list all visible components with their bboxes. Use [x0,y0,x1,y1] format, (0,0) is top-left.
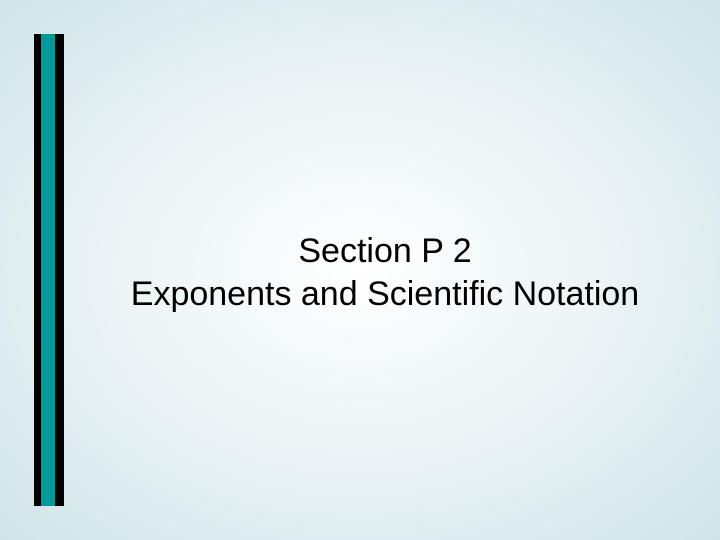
slide: Section P 2 Exponents and Scientific Not… [0,0,720,540]
title-line-1: Section P 2 [80,230,690,273]
slide-title: Section P 2 Exponents and Scientific Not… [80,230,690,315]
accent-stripe [34,34,64,506]
title-line-2: Exponents and Scientific Notation [80,273,690,316]
stripe-teal [41,34,55,506]
stripe-black-right [55,34,64,506]
stripe-black-left [34,34,41,506]
